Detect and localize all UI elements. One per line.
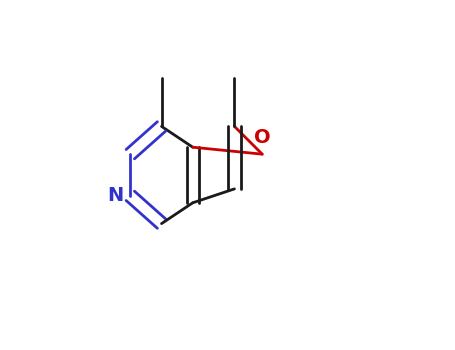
Text: O: O [254,128,271,147]
Text: N: N [107,186,123,205]
